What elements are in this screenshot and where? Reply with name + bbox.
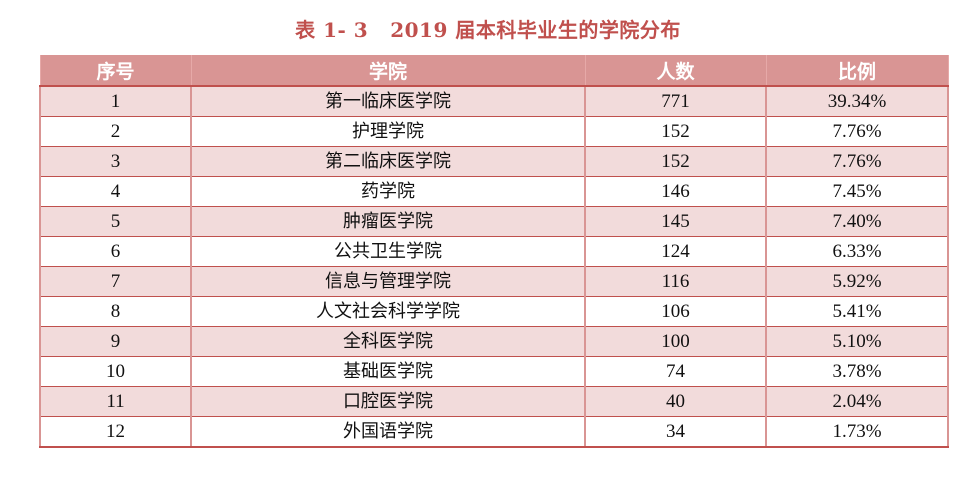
cell-ratio: 6.33%: [765, 236, 949, 267]
cell-ratio: 5.10%: [765, 326, 949, 357]
cell-index: 4: [39, 176, 192, 207]
cell-college: 公共卫生学院: [190, 236, 586, 267]
cell-index: 9: [39, 326, 192, 357]
cell-index: 2: [39, 116, 192, 147]
cell-college: 护理学院: [190, 116, 586, 147]
cell-college: 信息与管理学院: [190, 266, 586, 297]
cell-ratio: 2.04%: [765, 386, 949, 417]
cell-count: 152: [584, 116, 767, 147]
cell-ratio: 7.40%: [765, 206, 949, 237]
table-row: 5 肿瘤医学院 145 7.40%: [39, 206, 949, 237]
table-row: 11 口腔医学院 40 2.04%: [39, 386, 949, 417]
table-row: 4 药学院 146 7.45%: [39, 176, 949, 207]
header-ratio: 比例: [765, 55, 949, 87]
cell-count: 771: [584, 86, 767, 117]
header-count: 人数: [584, 55, 767, 87]
cell-count: 100: [584, 326, 767, 357]
header-college: 学院: [190, 55, 586, 87]
cell-ratio: 7.45%: [765, 176, 949, 207]
cell-index: 11: [39, 386, 192, 417]
cell-count: 106: [584, 296, 767, 327]
cell-college: 第一临床医学院: [190, 86, 586, 117]
cell-index: 1: [39, 86, 192, 117]
table-row: 2 护理学院 152 7.76%: [39, 116, 949, 147]
college-distribution-table: 序号 学院 人数 比例 1 第一临床医学院 771 39.34% 2 护理学院 152 7.7…: [39, 55, 949, 448]
cell-college: 外国语学院: [190, 416, 586, 448]
cell-college: 第二临床医学院: [190, 146, 586, 177]
table-row: 6 公共卫生学院 124 6.33%: [39, 236, 949, 267]
cell-ratio: 1.73%: [765, 416, 949, 448]
cell-ratio: 7.76%: [765, 146, 949, 177]
cell-ratio: 5.41%: [765, 296, 949, 327]
table-row: 12 外国语学院 34 1.73%: [39, 416, 949, 448]
cell-ratio: 5.92%: [765, 266, 949, 297]
cell-college: 基础医学院: [190, 356, 586, 387]
cell-ratio: 3.78%: [765, 356, 949, 387]
cell-college: 全科医学院: [190, 326, 586, 357]
cell-count: 152: [584, 146, 767, 177]
cell-index: 7: [39, 266, 192, 297]
cell-index: 10: [39, 356, 192, 387]
cell-count: 146: [584, 176, 767, 207]
cell-count: 124: [584, 236, 767, 267]
cell-college: 肿瘤医学院: [190, 206, 586, 237]
table-row: 1 第一临床医学院 771 39.34%: [39, 86, 949, 117]
caption-number: 表 1- 3: [295, 18, 369, 42]
table-row: 3 第二临床医学院 152 7.76%: [39, 146, 949, 177]
cell-ratio: 39.34%: [765, 86, 949, 117]
table-caption: 表 1- 3 2019 届本科毕业生的学院分布: [0, 14, 976, 43]
table-row: 7 信息与管理学院 116 5.92%: [39, 266, 949, 297]
cell-count: 34: [584, 416, 767, 448]
cell-index: 5: [39, 206, 192, 237]
cell-index: 8: [39, 296, 192, 327]
table-row: 8 人文社会科学学院 106 5.41%: [39, 296, 949, 327]
cell-college: 药学院: [190, 176, 586, 207]
header-index: 序号: [39, 55, 192, 87]
table-row: 10 基础医学院 74 3.78%: [39, 356, 949, 387]
cell-count: 145: [584, 206, 767, 237]
cell-index: 3: [39, 146, 192, 177]
table-row: 9 全科医学院 100 5.10%: [39, 326, 949, 357]
cell-college: 人文社会科学学院: [190, 296, 586, 327]
cell-count: 74: [584, 356, 767, 387]
cell-college: 口腔医学院: [190, 386, 586, 417]
cell-ratio: 7.76%: [765, 116, 949, 147]
cell-index: 12: [39, 416, 192, 448]
cell-index: 6: [39, 236, 192, 267]
header-row: 序号 学院 人数 比例: [39, 55, 949, 87]
cell-count: 40: [584, 386, 767, 417]
cell-count: 116: [584, 266, 767, 297]
caption-title: 2019 届本科毕业生的学院分布: [390, 18, 681, 42]
